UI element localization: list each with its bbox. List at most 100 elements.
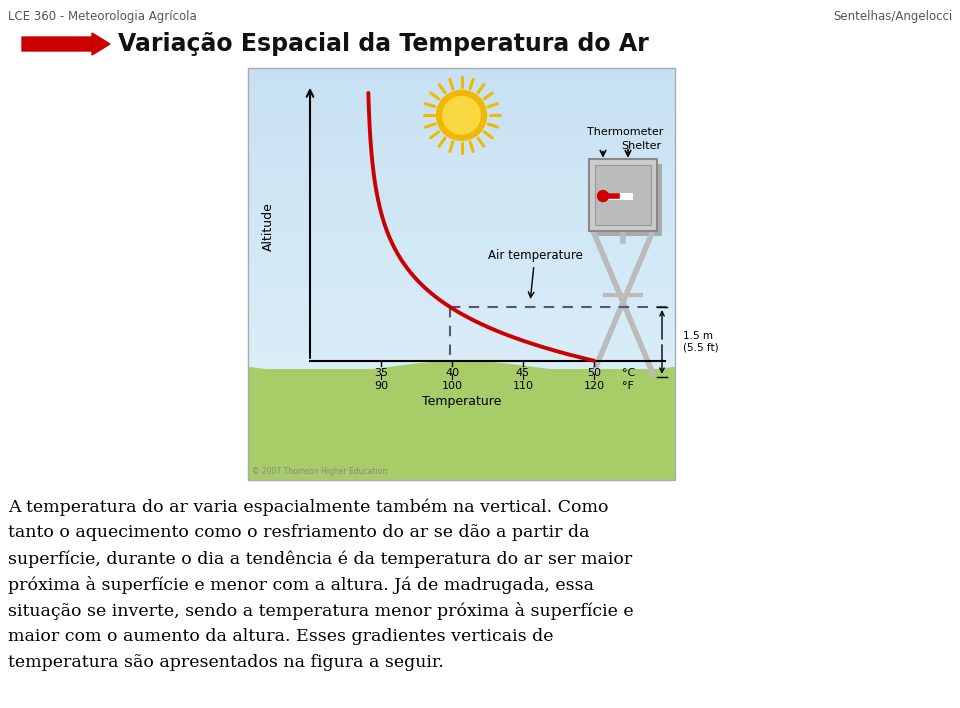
Bar	[248, 305, 675, 309]
Bar	[248, 143, 675, 147]
FancyArrow shape	[22, 33, 110, 55]
Bar	[248, 234, 675, 238]
Bar	[248, 169, 675, 173]
Bar	[248, 320, 675, 324]
Bar	[248, 117, 675, 121]
Bar	[248, 83, 675, 87]
Bar	[248, 207, 675, 212]
Text: Altitude: Altitude	[261, 202, 275, 251]
Bar	[248, 358, 675, 362]
Bar	[248, 271, 675, 275]
Bar	[248, 286, 675, 290]
Bar	[248, 154, 675, 159]
Text: situação se inverte, sendo a temperatura menor próxima à superfície e: situação se inverte, sendo a temperatura…	[8, 602, 634, 620]
Bar	[248, 237, 675, 241]
Bar	[248, 177, 675, 181]
Bar	[248, 196, 675, 200]
Bar	[248, 245, 675, 249]
Text: 110: 110	[513, 381, 534, 391]
Text: maior com o aumento da altura. Esses gradientes verticais de: maior com o aumento da altura. Esses gra…	[8, 628, 554, 645]
Bar	[248, 312, 675, 316]
Text: LCE 360 - Meteorologia Agrícola: LCE 360 - Meteorologia Agrícola	[8, 10, 197, 23]
Bar	[248, 316, 675, 321]
Text: superfície, durante o dia a tendência é da temperatura do ar ser maior: superfície, durante o dia a tendência é …	[8, 550, 633, 568]
Bar	[248, 200, 675, 204]
Text: 45: 45	[516, 367, 530, 378]
Text: 120: 120	[584, 381, 605, 391]
Bar	[248, 215, 675, 219]
Text: Thermometer: Thermometer	[587, 127, 663, 137]
Bar	[248, 354, 675, 358]
Bar	[248, 211, 675, 215]
Bar	[248, 350, 675, 354]
Bar	[248, 278, 675, 282]
Bar	[248, 260, 675, 264]
Bar	[248, 87, 675, 91]
Bar	[248, 203, 675, 207]
Bar	[248, 72, 675, 76]
Text: Variação Espacial da Temperatura do Ar: Variação Espacial da Temperatura do Ar	[118, 32, 649, 56]
Bar	[248, 181, 675, 185]
Bar	[248, 147, 675, 152]
Bar	[248, 125, 675, 129]
Bar	[248, 173, 675, 178]
Bar	[248, 94, 675, 98]
Bar	[248, 120, 675, 125]
Bar	[248, 309, 675, 313]
Bar	[589, 159, 657, 231]
Bar	[248, 327, 675, 331]
Text: Shelter: Shelter	[621, 141, 661, 151]
Text: A temperatura do ar varia espacialmente também na vertical. Como: A temperatura do ar varia espacialmente …	[8, 498, 609, 515]
Circle shape	[443, 96, 480, 134]
Bar	[248, 128, 675, 132]
Bar	[248, 76, 675, 80]
Bar	[248, 166, 675, 170]
Bar	[248, 252, 675, 256]
Bar	[248, 136, 675, 140]
Bar	[248, 241, 675, 245]
Bar	[248, 343, 675, 347]
Bar	[248, 226, 675, 230]
Bar	[248, 249, 675, 253]
Bar	[248, 162, 675, 166]
Bar	[248, 91, 675, 95]
Bar	[248, 151, 675, 155]
Bar	[248, 139, 675, 144]
Bar	[248, 297, 675, 302]
Text: tanto o aquecimento como o resfriamento do ar se dão a partir da: tanto o aquecimento como o resfriamento …	[8, 524, 589, 541]
Bar	[248, 301, 675, 305]
Text: © 2007 Thomson Higher Education: © 2007 Thomson Higher Education	[252, 467, 387, 476]
Bar	[248, 105, 675, 110]
Bar	[248, 109, 675, 113]
Text: Temperature: Temperature	[422, 395, 502, 408]
Bar	[248, 282, 675, 287]
Bar	[248, 294, 675, 298]
Bar	[594, 164, 662, 236]
Bar	[248, 324, 675, 328]
Text: 50: 50	[587, 367, 601, 378]
Bar	[248, 229, 675, 234]
Bar	[248, 369, 675, 480]
Bar	[248, 275, 675, 279]
Text: 40: 40	[444, 367, 459, 378]
Circle shape	[437, 91, 487, 140]
Bar	[248, 98, 675, 103]
Polygon shape	[248, 361, 675, 480]
Text: próxima à superfície e menor com a altura. Já de madrugada, essa: próxima à superfície e menor com a altur…	[8, 576, 594, 594]
Circle shape	[597, 190, 609, 202]
Bar	[248, 113, 675, 118]
Bar	[248, 132, 675, 136]
Bar	[248, 188, 675, 193]
Bar	[248, 102, 675, 106]
Bar	[248, 222, 675, 227]
Text: °F: °F	[622, 381, 635, 391]
Text: 90: 90	[374, 381, 388, 391]
Bar	[248, 335, 675, 339]
Bar	[248, 361, 675, 365]
Bar	[248, 338, 675, 343]
Text: 35: 35	[374, 367, 388, 378]
Bar	[248, 192, 675, 196]
Bar	[248, 290, 675, 294]
Bar	[248, 218, 675, 222]
Bar	[595, 165, 651, 224]
